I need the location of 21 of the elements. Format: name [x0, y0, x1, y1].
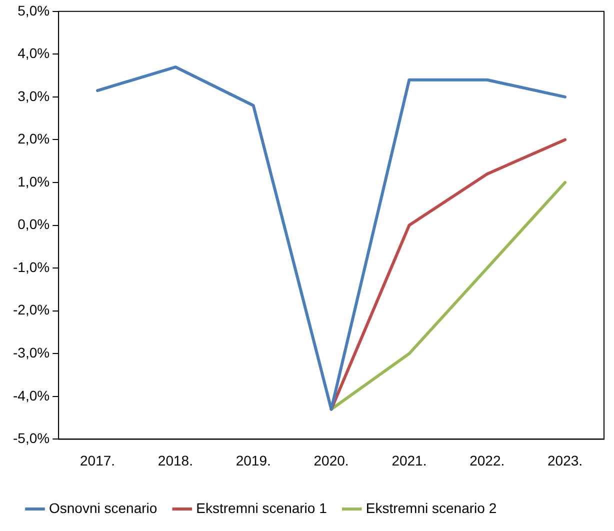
legend-label: Ekstremni scenario 2 — [366, 500, 497, 516]
legend-label: Ekstremni scenario 1 — [196, 500, 328, 516]
x-tick-label: 2017. — [80, 452, 116, 468]
legend-label: Osnovni scenario — [49, 500, 158, 516]
y-tick-label: -5,0% — [12, 430, 50, 446]
y-tick-label: 0,0% — [18, 216, 50, 232]
x-tick-label: 2021. — [392, 452, 427, 468]
x-tick-label: 2023. — [548, 452, 583, 468]
y-tick-label: 4,0% — [18, 45, 50, 62]
y-tick-label: -3,0% — [12, 344, 50, 360]
y-tick-label: 2,0% — [18, 130, 50, 147]
y-tick-label: -1,0% — [12, 258, 50, 275]
y-tick-label: 1,0% — [18, 173, 50, 190]
y-tick-label: -4,0% — [12, 387, 50, 404]
y-tick-label: 3,0% — [18, 88, 50, 104]
x-tick-label: 2019. — [236, 452, 271, 468]
x-tick-label: 2022. — [470, 452, 505, 468]
y-tick-label: -2,0% — [12, 302, 50, 318]
y-tick-label: 5,0% — [18, 2, 50, 18]
x-tick-label: 2020. — [314, 452, 349, 468]
x-tick-label: 2018. — [158, 452, 193, 468]
